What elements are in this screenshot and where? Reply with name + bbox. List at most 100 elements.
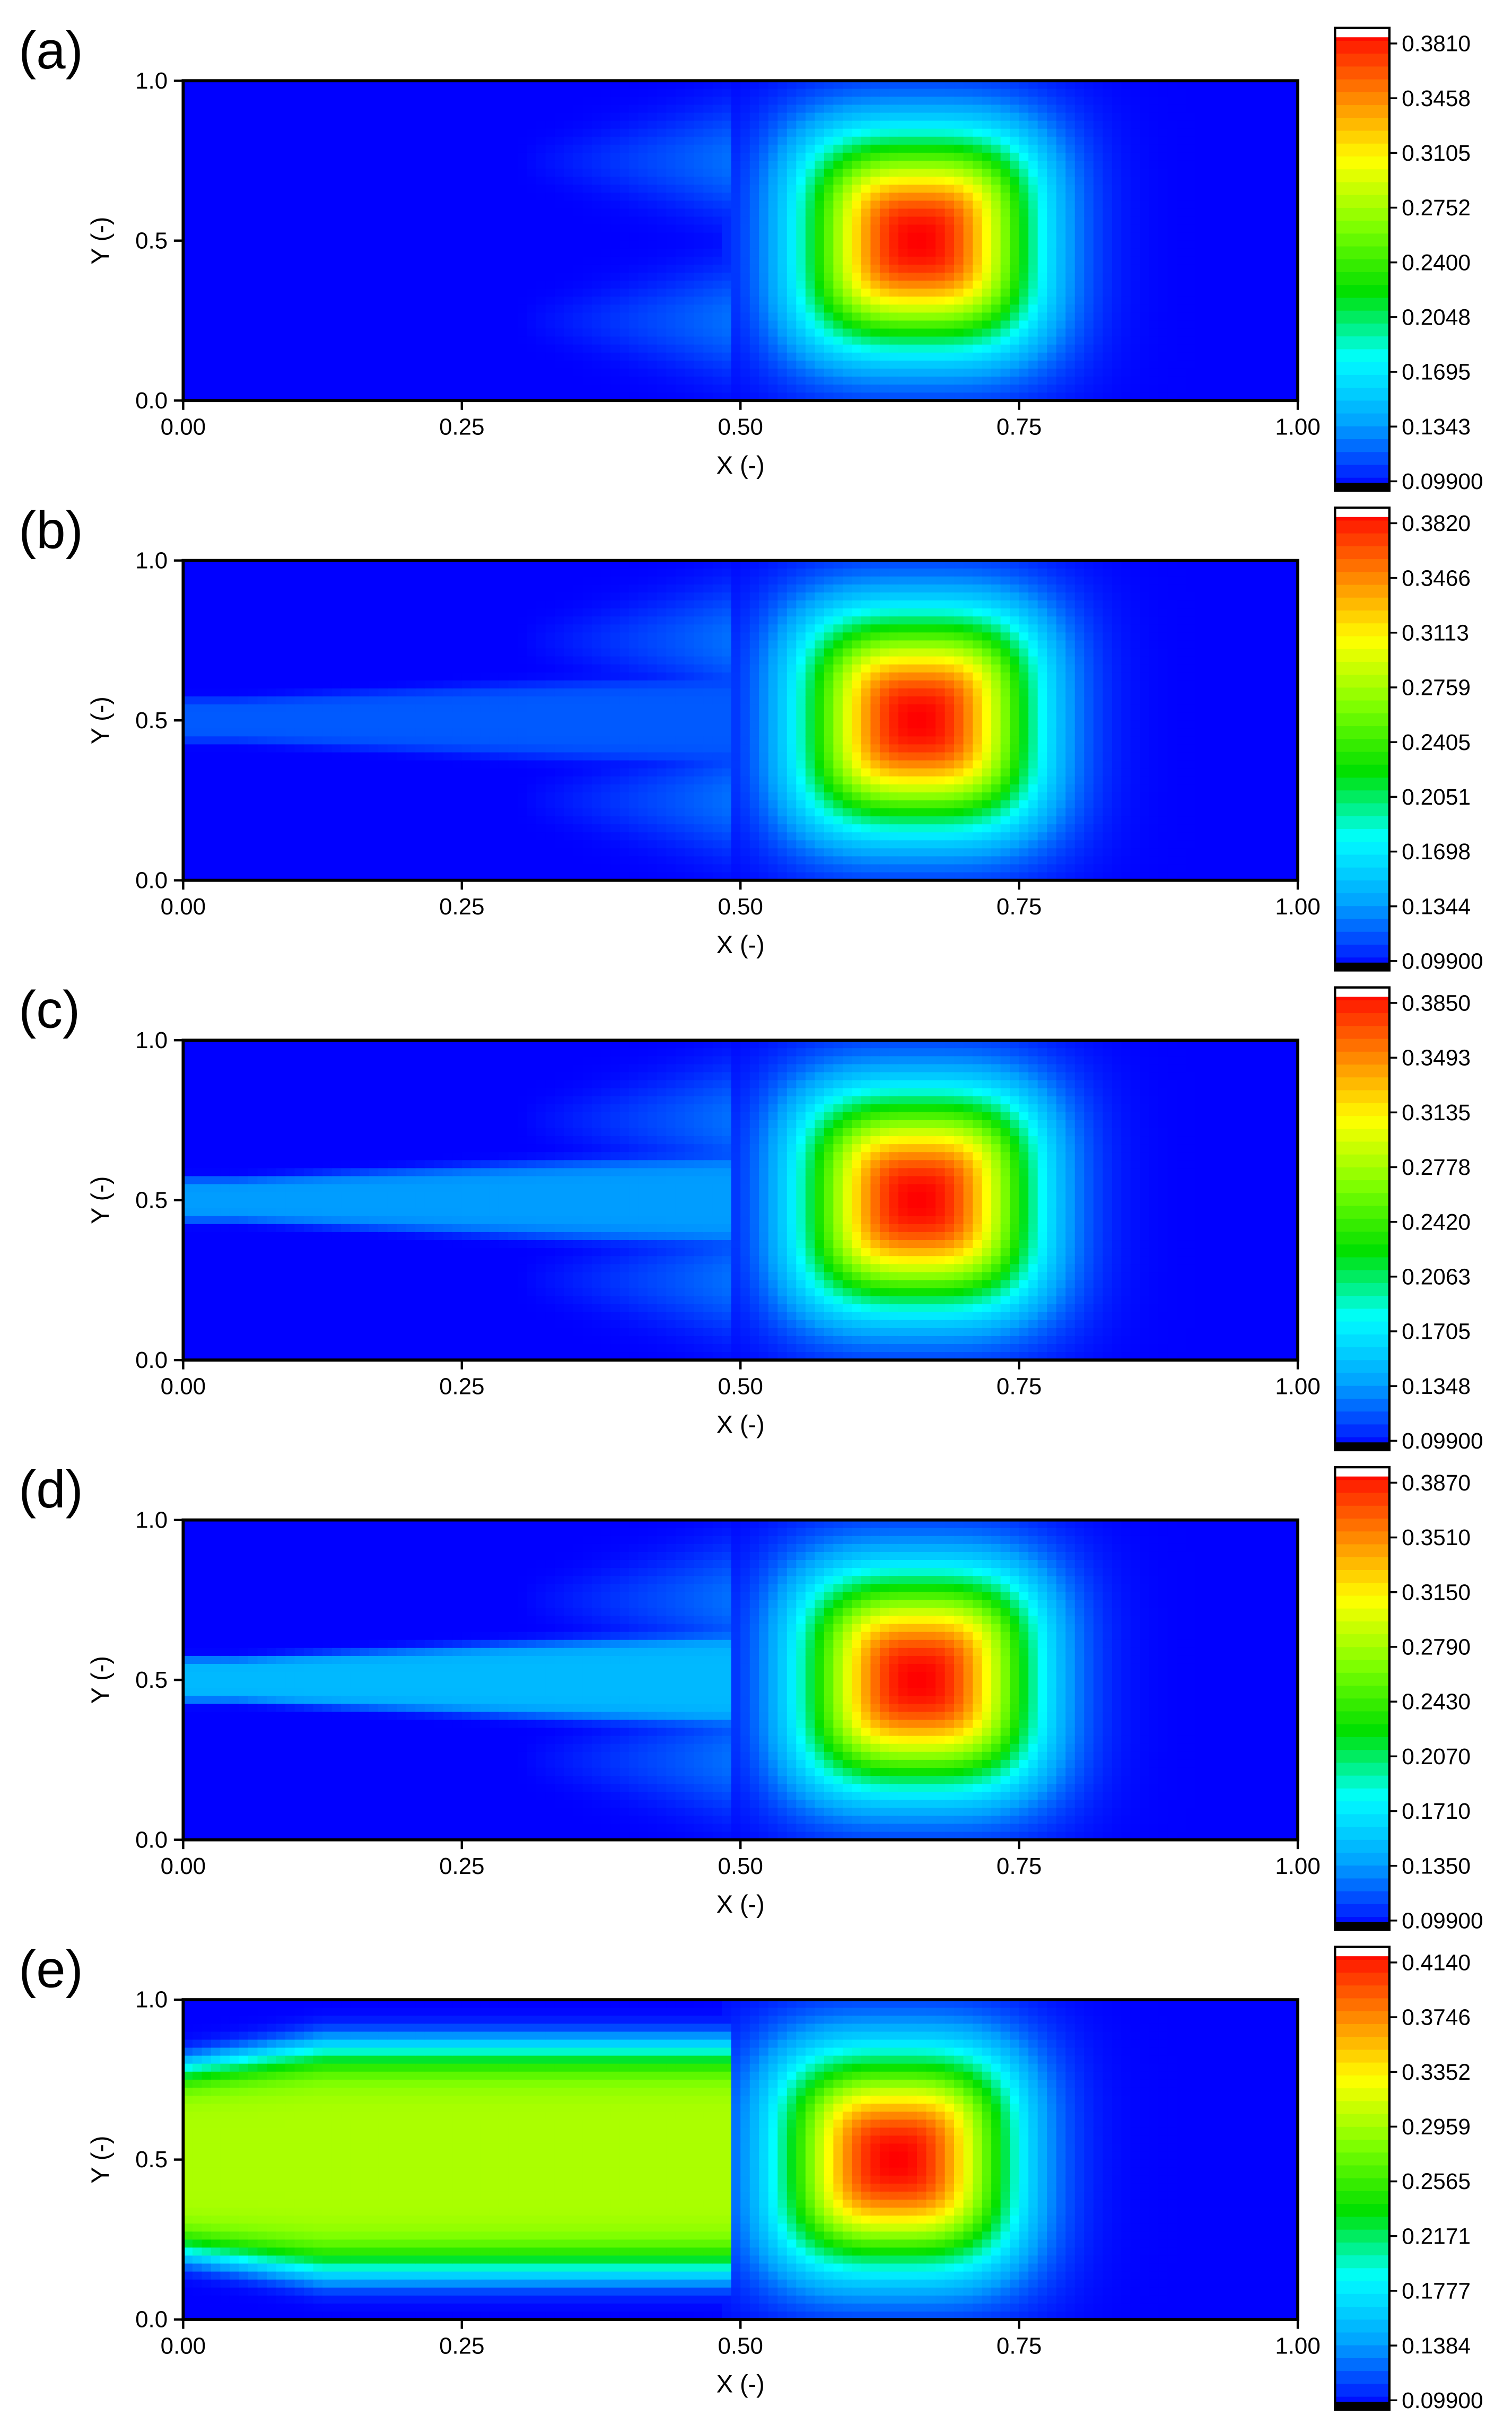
heatmap-cell [183, 648, 193, 657]
heatmap-cell [471, 297, 481, 306]
heatmap-cell [1167, 128, 1178, 137]
heatmap-cell [685, 393, 695, 401]
heatmap-cell [973, 208, 983, 217]
heatmap-cell [898, 368, 908, 377]
heatmap-cell [360, 81, 370, 90]
heatmap-cell [889, 312, 899, 321]
heatmap-cell [1167, 360, 1178, 369]
heatmap-cell [1167, 376, 1178, 385]
heatmap-cell [1204, 297, 1215, 306]
heatmap-cell [936, 289, 946, 298]
heatmap-cell [833, 352, 843, 361]
heatmap-cell [619, 264, 630, 273]
heatmap-cell [1019, 297, 1029, 306]
heatmap-cell [294, 97, 304, 106]
heatmap-cell [490, 360, 500, 369]
heatmap-cell [1158, 328, 1168, 337]
heatmap-cell [1288, 193, 1298, 202]
heatmap-cell [220, 152, 230, 161]
heatmap-cell [1047, 320, 1057, 329]
heatmap-cell [1149, 264, 1159, 273]
heatmap-cell [1084, 304, 1094, 313]
heatmap-cell [499, 248, 509, 257]
heatmap-cell [350, 248, 360, 257]
heatmap-field [183, 81, 1298, 401]
heatmap-cell [1214, 264, 1224, 273]
heatmap-cell [1158, 104, 1168, 114]
heatmap-cell [1000, 185, 1010, 194]
heatmap-cell [1074, 344, 1085, 353]
heatmap-cell [211, 97, 221, 106]
heatmap-cell [1288, 297, 1298, 306]
heatmap-cell [517, 248, 528, 257]
heatmap-cell [1056, 368, 1067, 377]
heatmap-cell [527, 112, 537, 121]
heatmap-cell [815, 200, 825, 210]
heatmap-cell [229, 81, 240, 90]
heatmap-cell [610, 152, 620, 161]
heatmap-cell [1242, 185, 1252, 194]
heatmap-cell [202, 160, 212, 169]
heatmap-cell [1195, 152, 1205, 161]
heatmap-cell [982, 128, 992, 137]
heatmap-cell [406, 185, 416, 194]
heatmap-cell [685, 328, 695, 337]
heatmap-cell [815, 169, 825, 177]
heatmap-cell [1233, 256, 1243, 265]
heatmap-cell [573, 264, 583, 273]
heatmap-cell [879, 208, 890, 217]
heatmap-cell [1177, 208, 1187, 217]
heatmap-cell [1056, 248, 1067, 257]
heatmap-cell [768, 281, 779, 289]
heatmap-cell [508, 272, 518, 281]
heatmap-cell [703, 248, 713, 257]
heatmap-cell [945, 208, 955, 217]
heatmap-cell [648, 169, 658, 177]
heatmap-cell [889, 281, 899, 289]
heatmap-cell [1251, 385, 1261, 393]
heatmap-cell [1130, 185, 1141, 194]
heatmap-cell [1261, 81, 1271, 90]
heatmap-cell [898, 169, 908, 177]
heatmap-cell [982, 248, 992, 257]
heatmap-cell [777, 193, 788, 202]
heatmap-cell [378, 352, 388, 361]
heatmap-cell [582, 200, 592, 210]
heatmap-cell [1112, 128, 1122, 137]
heatmap-cell [313, 320, 323, 329]
heatmap-cell [889, 128, 899, 137]
heatmap-cell [1103, 281, 1113, 289]
heatmap-cell [1093, 97, 1104, 106]
heatmap-cell [183, 312, 193, 321]
heatmap-cell [731, 169, 741, 177]
heatmap-cell [304, 120, 314, 129]
heatmap-cell [313, 112, 323, 121]
heatmap-cell [1019, 136, 1029, 145]
heatmap-cell [982, 256, 992, 265]
heatmap-cell [759, 208, 769, 217]
heatmap-cell [916, 208, 927, 217]
heatmap-cell [443, 216, 453, 225]
heatmap-cell [202, 816, 212, 825]
colorbar-swatch [1335, 54, 1389, 67]
heatmap-cell [889, 120, 899, 129]
heatmap-cell [759, 136, 769, 145]
heatmap-cell [768, 104, 779, 114]
heatmap-cell [842, 144, 853, 153]
heatmap-cell [350, 136, 360, 145]
heatmap-cell [490, 240, 500, 249]
heatmap-cell [369, 200, 379, 210]
heatmap-cell [805, 224, 816, 233]
heatmap-cell [360, 272, 370, 281]
heatmap-cell [360, 368, 370, 377]
heatmap-cell [461, 136, 472, 145]
heatmap-cell [369, 193, 379, 202]
heatmap-cell [1093, 120, 1104, 129]
heatmap-cell [415, 120, 425, 129]
heatmap-cell [257, 81, 267, 90]
heatmap-cell [350, 376, 360, 385]
heatmap-cell [936, 97, 946, 106]
heatmap-cell [294, 185, 304, 194]
heatmap-cell [973, 185, 983, 194]
heatmap-cell [638, 104, 648, 114]
